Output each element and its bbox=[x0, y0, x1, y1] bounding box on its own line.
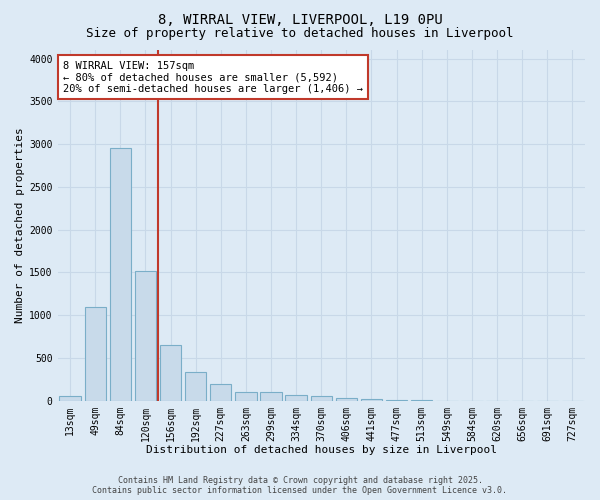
Bar bbox=[210, 384, 232, 400]
Bar bbox=[85, 306, 106, 400]
Bar bbox=[235, 392, 257, 400]
Bar bbox=[286, 395, 307, 400]
Text: 8, WIRRAL VIEW, LIVERPOOL, L19 0PU: 8, WIRRAL VIEW, LIVERPOOL, L19 0PU bbox=[158, 12, 442, 26]
Text: Size of property relative to detached houses in Liverpool: Size of property relative to detached ho… bbox=[86, 28, 514, 40]
X-axis label: Distribution of detached houses by size in Liverpool: Distribution of detached houses by size … bbox=[146, 445, 497, 455]
Bar bbox=[160, 345, 181, 401]
Bar bbox=[336, 398, 357, 400]
Y-axis label: Number of detached properties: Number of detached properties bbox=[15, 128, 25, 323]
Bar bbox=[135, 270, 156, 400]
Text: Contains HM Land Registry data © Crown copyright and database right 2025.
Contai: Contains HM Land Registry data © Crown c… bbox=[92, 476, 508, 495]
Bar bbox=[260, 392, 282, 400]
Bar bbox=[110, 148, 131, 400]
Bar bbox=[185, 372, 206, 400]
Text: 8 WIRRAL VIEW: 157sqm
← 80% of detached houses are smaller (5,592)
20% of semi-d: 8 WIRRAL VIEW: 157sqm ← 80% of detached … bbox=[63, 60, 363, 94]
Bar bbox=[59, 396, 81, 400]
Bar bbox=[311, 396, 332, 400]
